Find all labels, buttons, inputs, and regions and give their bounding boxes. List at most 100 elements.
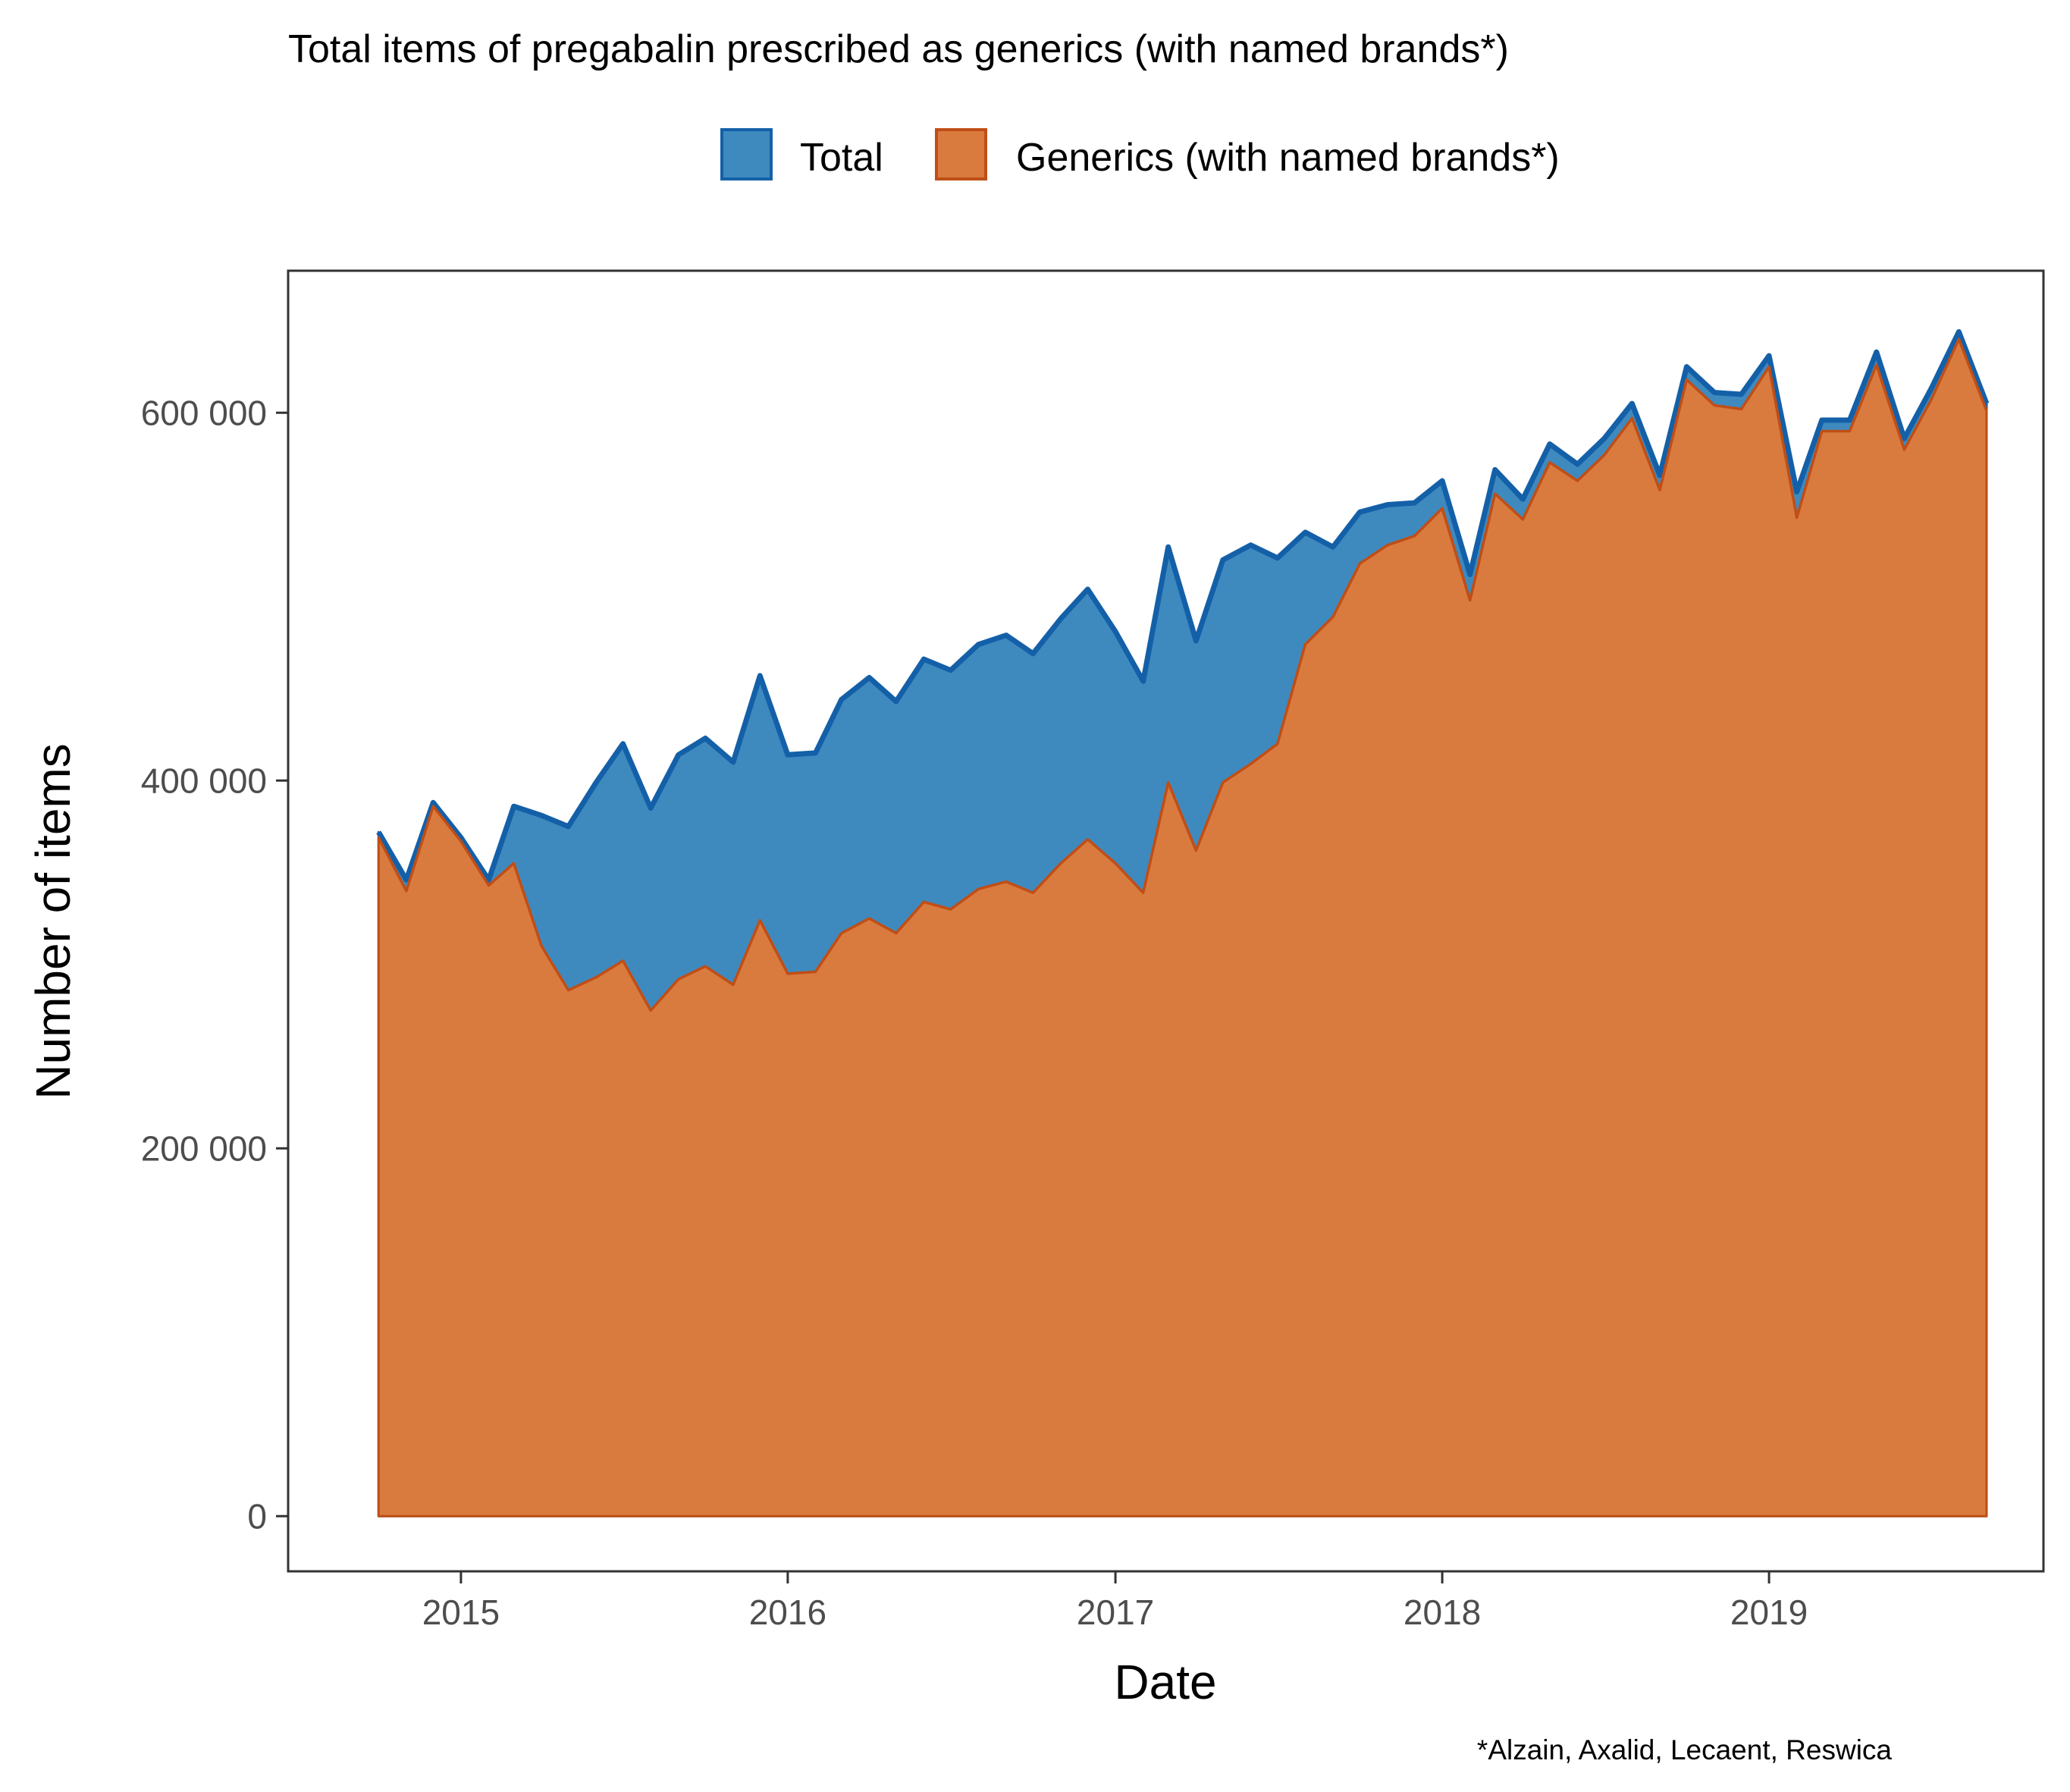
y-tick-label: 600 000	[141, 393, 267, 432]
data-point-total	[1494, 469, 1496, 471]
data-point-total	[1441, 480, 1444, 482]
data-point-total	[1875, 351, 1877, 353]
data-point-total	[1796, 491, 1798, 493]
data-point-total	[1849, 419, 1851, 422]
data-point-generics	[923, 901, 925, 903]
plot-panel-border	[287, 269, 2045, 1573]
data-point-generics	[1875, 364, 1877, 366]
data-point-total	[1958, 331, 1960, 333]
data-point-total	[650, 807, 652, 809]
data-point-generics	[541, 945, 543, 947]
data-point-generics	[622, 959, 624, 962]
line-generics	[377, 337, 1988, 1012]
data-point-generics	[1768, 366, 1770, 368]
data-point-generics	[786, 972, 789, 974]
legend-label-total: Total	[800, 136, 883, 180]
data-point-total	[1332, 546, 1335, 548]
data-point-generics	[1631, 417, 1633, 419]
data-point-total	[1413, 502, 1416, 504]
data-point-total	[1087, 588, 1089, 591]
data-point-total	[786, 754, 789, 756]
data-point-total	[1250, 544, 1252, 546]
data-point-generics	[704, 965, 707, 968]
y-axis-title: Number of items	[26, 743, 80, 1099]
data-point-total	[1714, 391, 1716, 394]
data-point-generics	[1986, 410, 1988, 412]
data-point-total	[677, 754, 679, 756]
chart-title: Total items of pregabalin prescribed as …	[288, 27, 1509, 71]
data-point-total	[868, 676, 870, 679]
data-point-total	[1686, 366, 1688, 368]
data-point-generics	[677, 978, 679, 981]
data-point-generics	[1060, 862, 1062, 865]
data-point-generics	[1005, 880, 1008, 883]
data-point-total	[1359, 511, 1361, 513]
data-point-generics	[432, 805, 434, 808]
data-point-generics	[1032, 892, 1034, 894]
x-tick-label: 2018	[1404, 1593, 1481, 1632]
data-point-total	[949, 669, 952, 671]
data-point-generics	[378, 836, 380, 839]
data-point-total	[488, 879, 490, 881]
data-point-generics	[1332, 616, 1335, 618]
x-tick-label: 2019	[1730, 1593, 1808, 1632]
data-point-total	[1603, 438, 1605, 440]
series-generics-layer	[377, 337, 1988, 1517]
data-point-generics	[1276, 742, 1278, 745]
data-point-generics	[1494, 493, 1496, 495]
data-point-total	[814, 752, 817, 754]
data-point-generics	[405, 890, 407, 892]
data-point-generics	[1796, 516, 1798, 519]
data-point-generics	[1930, 399, 1932, 401]
data-point-generics	[949, 909, 952, 911]
data-point-generics	[732, 984, 734, 986]
data-point-total	[1005, 634, 1008, 636]
data-point-generics	[1304, 643, 1306, 645]
data-point-generics	[1740, 408, 1742, 410]
data-point-generics	[488, 884, 490, 887]
legend-key-generics	[935, 128, 987, 180]
caption: *Alzain, Axalid, Lecaent, Reswica	[1477, 1734, 1892, 1765]
legend-key-total	[720, 128, 773, 180]
data-point-generics	[840, 932, 842, 934]
data-point-generics	[1821, 430, 1823, 432]
data-point-generics	[759, 919, 761, 921]
data-point-total	[759, 675, 761, 677]
data-point-total	[1195, 640, 1197, 642]
data-point-total	[378, 831, 380, 833]
data-point-total	[405, 879, 407, 881]
data-point-generics	[1167, 781, 1169, 783]
data-point-total	[1222, 559, 1224, 561]
data-point-generics	[1387, 544, 1389, 546]
data-point-generics	[513, 862, 515, 865]
data-point-total	[432, 802, 434, 804]
data-point-generics	[895, 932, 897, 934]
data-point-generics	[1576, 480, 1579, 482]
data-point-total	[1659, 474, 1661, 476]
data-point-total	[840, 698, 842, 701]
x-axis-title: Date	[1114, 1655, 1216, 1709]
data-point-total	[622, 742, 624, 745]
data-point-total	[595, 781, 597, 783]
legend: Total Generics (with named brands*)	[720, 128, 1560, 180]
data-point-generics	[1359, 563, 1361, 565]
data-point-total	[1115, 630, 1117, 632]
y-axis: 0 200 000 400 000 600 000	[141, 393, 288, 1536]
data-point-generics	[1250, 763, 1252, 765]
data-point-total	[1631, 403, 1633, 405]
x-tick-label: 2017	[1077, 1593, 1154, 1632]
y-tick-label: 200 000	[141, 1128, 267, 1168]
data-point-total	[1903, 438, 1905, 440]
data-point-generics	[1603, 454, 1605, 457]
data-point-generics	[1659, 489, 1661, 491]
data-point-total	[1576, 463, 1579, 466]
data-point-generics	[1548, 461, 1551, 463]
data-point-total	[977, 643, 980, 645]
x-tick-label: 2015	[422, 1593, 500, 1632]
data-point-total	[1930, 388, 1932, 390]
data-point-total	[704, 737, 707, 739]
data-point-generics	[1469, 599, 1471, 601]
data-point-generics	[1714, 404, 1716, 406]
